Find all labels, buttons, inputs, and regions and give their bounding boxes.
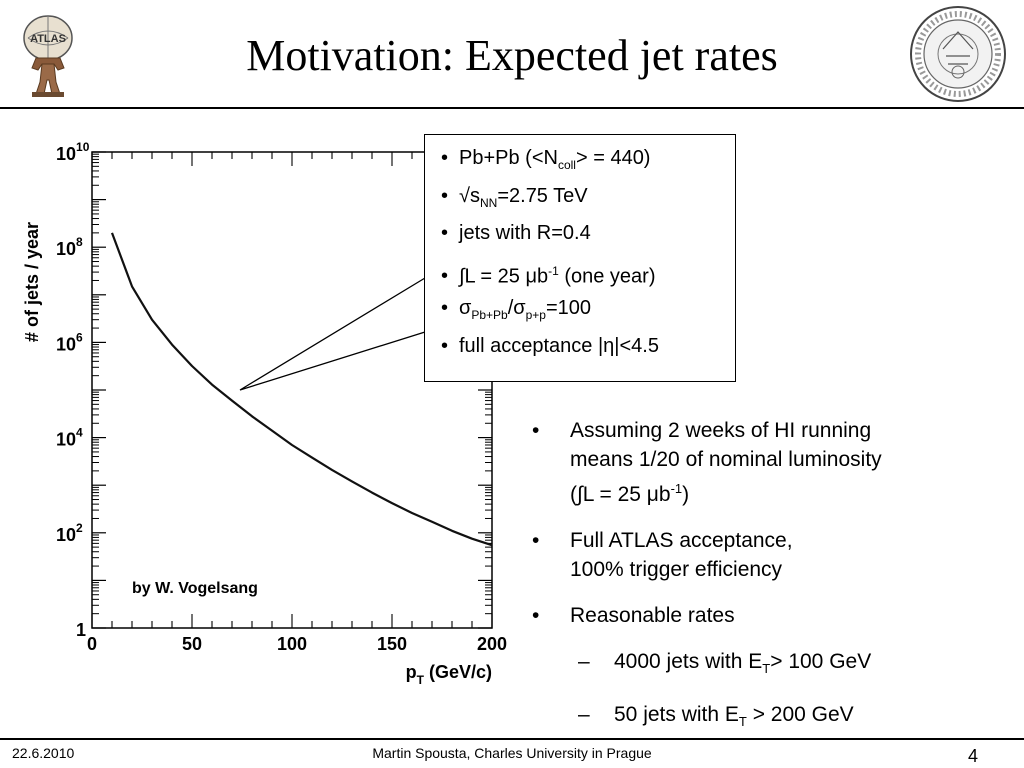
- y-axis-label: # of jets / year: [22, 222, 42, 342]
- page-number: 4: [968, 746, 979, 766]
- bullet-rates: Reasonable rates: [530, 601, 990, 630]
- subbullet-100gev: 4000 jets with ET> 100 GeV: [530, 647, 990, 683]
- footer-date: 22.6.2010: [12, 745, 75, 761]
- y-tick-label: 1: [76, 620, 86, 640]
- parameters-callout: Pb+Pb (<Ncoll> = 440) √sNN=2.75 TeV jets…: [424, 134, 736, 382]
- callout-item-luminosity: ∫L = 25 μb-1 (one year): [441, 256, 735, 294]
- subbullet-200gev: 50 jets with ET > 200 GeV: [530, 700, 990, 736]
- callout-item-collisions: Pb+Pb (<Ncoll> = 440): [441, 143, 735, 181]
- x-tick-label: 50: [182, 634, 202, 654]
- x-tick-label: 100: [277, 634, 307, 654]
- y-tick-label: 104: [56, 426, 83, 450]
- callout-item-jet-radius: jets with R=0.4: [441, 218, 735, 256]
- y-tick-label: 106: [56, 330, 83, 354]
- bullet-running-time: Assuming 2 weeks of HI running means 1/2…: [530, 416, 990, 509]
- atlas-logo: ATLAS: [14, 8, 82, 98]
- faculty-seal-icon: [908, 4, 1008, 104]
- x-axis-label: pT (GeV/c): [406, 662, 492, 687]
- y-tick-label: 108: [56, 235, 83, 259]
- x-tick-label: 200: [477, 634, 507, 654]
- summary-bullets: Assuming 2 weeks of HI running means 1/2…: [530, 416, 990, 753]
- x-tick-label: 0: [87, 634, 97, 654]
- callout-pointer: [239, 277, 426, 391]
- y-tick-label: 102: [56, 521, 83, 545]
- x-tick-label: 150: [377, 634, 407, 654]
- callout-item-energy: √sNN=2.75 TeV: [441, 181, 735, 219]
- footer-divider: [0, 738, 1024, 740]
- chart-annotation: by W. Vogelsang: [132, 580, 258, 597]
- jet-rate-curve: [110, 232, 493, 547]
- footer-author: Martin Spousta, Charles University in Pr…: [372, 745, 652, 761]
- callout-item-cross-section: σPb+Pb/σp+p=100: [441, 293, 735, 331]
- y-tick-label: 1010: [56, 140, 90, 164]
- jet-rate-chart: 1 102 104 106 108 1010 0 50 100 150 200 pT (GeV/c) #…: [22, 140, 507, 687]
- callout-item-acceptance: full acceptance |η|<4.5: [441, 331, 735, 369]
- slide-title: Motivation: Expected jet rates: [246, 31, 778, 80]
- atlas-logo-text: ATLAS: [30, 33, 66, 45]
- bullet-acceptance: Full ATLAS acceptance, 100% trigger effi…: [530, 526, 990, 584]
- title-divider: [0, 107, 1024, 109]
